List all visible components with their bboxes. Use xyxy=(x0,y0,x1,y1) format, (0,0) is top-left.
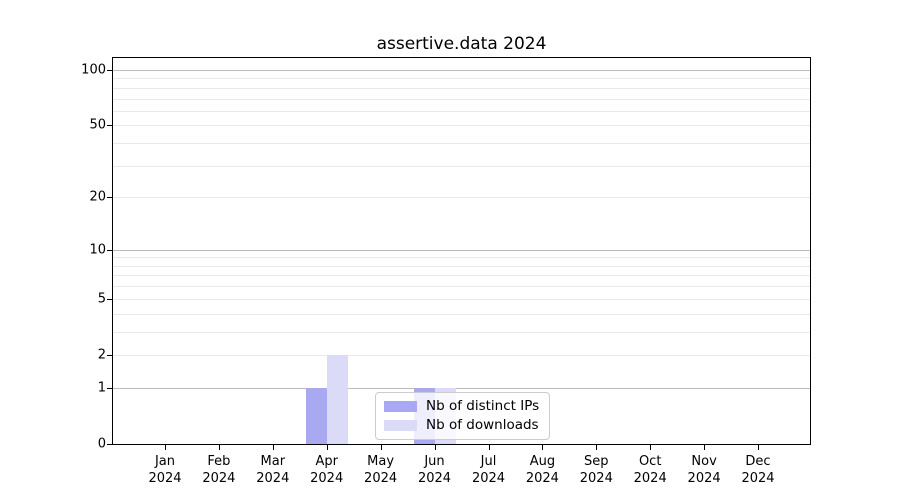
gridline-minor xyxy=(113,265,810,267)
legend-swatch-downloads xyxy=(384,420,417,431)
x-axis-tick-label-year: 2024 xyxy=(310,471,344,486)
x-axis-tick-label: Sep 2024 xyxy=(580,453,613,487)
y-axis-tick-label: 20 xyxy=(89,189,106,205)
x-axis-tick-label-month: Apr xyxy=(315,454,338,469)
x-axis-tick-label-year: 2024 xyxy=(364,471,398,486)
legend-swatch-distinct-ips xyxy=(384,401,417,412)
x-axis-tick-mark xyxy=(596,445,598,450)
x-axis-tick-label-year: 2024 xyxy=(417,471,452,486)
x-axis-tick-label-year: 2024 xyxy=(525,471,559,486)
x-axis-tick-label: Mar 2024 xyxy=(256,453,289,487)
x-axis-tick-label-month: Aug xyxy=(529,454,556,469)
x-axis-tick-mark xyxy=(326,445,328,450)
gridline-minor xyxy=(113,110,810,112)
bar-distinct-ips xyxy=(305,387,327,444)
x-axis-tick-label-month: May xyxy=(367,454,395,469)
legend: Nb of distinct IPs Nb of downloads xyxy=(375,392,551,440)
x-axis-tick-label-month: Oct xyxy=(638,454,662,469)
x-axis-tick-label-year: 2024 xyxy=(579,471,613,486)
x-axis-tick-mark xyxy=(380,445,382,450)
y-axis-tick-label: 50 xyxy=(89,117,106,133)
gridline-minor xyxy=(113,286,810,288)
y-axis-tick-label: 10 xyxy=(89,242,106,258)
x-axis-tick-label-month: Feb xyxy=(207,454,231,469)
x-axis-tick-label-year: 2024 xyxy=(741,471,775,486)
legend-label: Nb of downloads xyxy=(426,417,539,433)
y-axis-tick-label: 5 xyxy=(97,291,106,307)
x-axis-tick-label: Oct 2024 xyxy=(634,453,667,487)
bar-downloads xyxy=(326,355,348,444)
y-axis-tick-mark xyxy=(107,69,112,71)
gridline-minor xyxy=(113,143,810,144)
gridline-minor xyxy=(113,355,810,356)
gridline-major xyxy=(113,69,810,71)
gridline-minor xyxy=(113,165,810,167)
gridline-major xyxy=(113,387,810,389)
y-axis-tick-label: 1 xyxy=(97,380,106,396)
gridline-minor xyxy=(113,197,810,199)
x-axis-tick-mark xyxy=(704,445,706,450)
gridline-minor xyxy=(113,298,810,300)
x-axis-tick-label: Jan 2024 xyxy=(148,453,181,487)
x-axis-tick-label: Jun 2024 xyxy=(418,453,451,487)
x-axis-tick-mark xyxy=(542,445,544,450)
x-axis-tick-label-year: 2024 xyxy=(633,471,667,486)
x-axis-tick-label: Aug 2024 xyxy=(526,453,559,487)
x-axis-tick-mark xyxy=(488,445,490,450)
gridline-minor xyxy=(113,313,810,315)
legend-item: Nb of downloads xyxy=(384,418,539,433)
plot-area xyxy=(112,57,811,445)
x-axis-tick-label: Feb 2024 xyxy=(202,453,235,487)
x-axis-tick-label-month: Nov xyxy=(691,454,717,469)
x-axis-tick-label-month: Jun xyxy=(424,454,445,469)
y-axis-tick-label: 100 xyxy=(81,62,106,78)
x-axis-tick-label-year: 2024 xyxy=(148,471,182,486)
x-axis-tick-label: Apr 2024 xyxy=(310,453,343,487)
gridline-minor xyxy=(113,78,810,80)
x-axis-tick-label: Jul 2024 xyxy=(472,453,505,487)
x-axis-tick-label: Dec 2024 xyxy=(741,453,774,487)
x-axis-tick-mark xyxy=(434,445,436,450)
gridline-minor xyxy=(113,125,810,127)
y-axis-tick-mark xyxy=(107,249,112,251)
y-axis-tick-mark xyxy=(107,444,112,445)
y-axis-tick-mark xyxy=(107,355,112,356)
legend-item: Nb of distinct IPs xyxy=(384,399,539,414)
y-axis-tick-mark xyxy=(107,298,112,300)
gridline-minor xyxy=(113,257,810,259)
y-axis-tick-label: 0 xyxy=(97,436,106,452)
x-axis-tick-label-year: 2024 xyxy=(471,471,506,486)
x-axis-tick-mark xyxy=(272,445,274,450)
y-axis-tick-mark xyxy=(107,197,112,199)
y-axis-tick-label: 2 xyxy=(97,347,106,363)
x-axis-tick-label-month: Mar xyxy=(260,454,286,469)
gridline-minor xyxy=(113,98,810,100)
gridline-minor xyxy=(113,87,810,89)
x-axis-tick-label-year: 2024 xyxy=(256,471,290,486)
gridline-minor xyxy=(113,275,810,277)
gridline-minor xyxy=(113,331,810,333)
x-axis-tick-mark xyxy=(165,445,166,450)
gridline-major xyxy=(113,249,810,251)
x-axis-tick-label-month: Dec xyxy=(745,454,771,469)
x-axis-tick-label-month: Sep xyxy=(584,454,609,469)
x-axis-tick-label: May 2024 xyxy=(364,453,397,487)
legend-label: Nb of distinct IPs xyxy=(426,398,540,414)
x-axis-tick-mark xyxy=(650,445,652,450)
x-axis-tick-label-month: Jan xyxy=(154,454,176,469)
y-axis-tick-mark xyxy=(107,125,112,127)
x-axis-tick-label-year: 2024 xyxy=(202,471,236,486)
y-axis-tick-mark xyxy=(107,387,112,389)
x-axis-tick-label-month: Jul xyxy=(480,454,497,469)
x-axis-tick-label-year: 2024 xyxy=(687,471,721,486)
x-axis-tick-mark xyxy=(758,445,759,450)
x-axis-tick-label: Nov 2024 xyxy=(688,453,721,487)
chart-title: assertive.data 2024 xyxy=(376,34,547,54)
x-axis-tick-mark xyxy=(218,445,220,450)
